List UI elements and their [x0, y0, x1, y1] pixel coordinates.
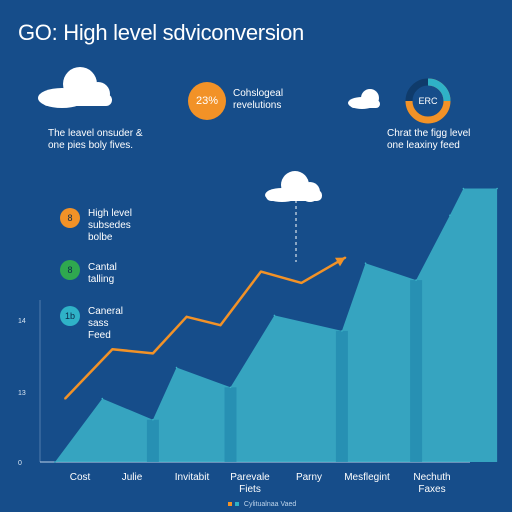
cloud-icon — [265, 171, 322, 202]
area-fold — [335, 330, 348, 462]
caption-line: one leaxiny feed — [387, 140, 460, 151]
page-title: GO: High level sdviconversion — [18, 20, 304, 45]
cloud-icon — [38, 67, 112, 108]
area-fold — [146, 419, 159, 462]
x-tick-label: Nechuth Faxes — [402, 472, 462, 496]
area-point — [273, 314, 276, 317]
area-point — [415, 279, 417, 281]
area-point — [364, 262, 367, 265]
percent-badge-label: 23% — [195, 95, 219, 107]
area-point — [496, 187, 498, 190]
x-tick-label-line: Faxes — [418, 484, 446, 495]
caption-line: Chrat the figg level — [387, 128, 471, 139]
area-point — [54, 461, 56, 463]
ring-chart-icon — [405, 78, 451, 124]
x-tick-label-line: Nechuth — [413, 472, 451, 483]
caption-line: The leavel onsuder & — [48, 128, 143, 139]
top-middle-caption: Cohslogeal revelutions — [233, 88, 283, 112]
area-fold — [410, 280, 423, 462]
legend-line: Caneral — [88, 306, 124, 317]
caption-line: one pies boly fives. — [48, 140, 134, 151]
trend-point — [259, 270, 262, 273]
legend-line: High level — [88, 208, 132, 219]
area-series — [55, 188, 498, 462]
legend-line: Feed — [88, 330, 111, 341]
footer-note: Cylitualnaa Vaed — [228, 501, 296, 509]
legend-line: bolbe — [88, 232, 113, 243]
x-tick-label: Mesflegint — [344, 472, 390, 483]
y-tick-label: 13 — [18, 390, 26, 397]
x-tick-label: Cost — [69, 472, 91, 483]
x-tick-label-line: Fiets — [239, 484, 261, 495]
area-point — [152, 418, 154, 421]
trend-point — [151, 352, 154, 355]
legend-badge: 8 — [60, 208, 80, 228]
y-tick-label: 0 — [18, 460, 22, 467]
trend-point — [300, 281, 303, 284]
area-point — [341, 330, 343, 332]
trend-point — [64, 397, 67, 400]
trend-line — [64, 256, 346, 400]
legend-badge: 1b — [60, 306, 80, 326]
trend-point — [111, 348, 114, 351]
x-tick-label: Invitabit — [174, 472, 210, 483]
x-tick-label: Julie — [121, 472, 143, 483]
y-tick-label: 14 — [18, 318, 26, 325]
top-right-caption: Chrat the figg level one leaxiny feed — [387, 128, 470, 152]
area-point — [462, 187, 465, 190]
swatch-icon — [234, 502, 239, 506]
legend-line: talling — [88, 274, 115, 285]
trend-point — [219, 324, 222, 327]
cloud-icon — [348, 89, 380, 109]
percent-badge — [188, 82, 226, 120]
legend-line: subsedes — [88, 220, 131, 231]
trend-point — [185, 315, 188, 318]
area-point — [101, 397, 104, 400]
legend-item: Cantal talling — [88, 262, 117, 286]
footer-note-text: Cylitualnaa Vaed — [243, 501, 297, 508]
caption-line: Cohslogeal — [233, 88, 284, 99]
area-fold — [224, 387, 237, 462]
trend-point — [344, 256, 347, 259]
x-tick-label: Parny — [295, 472, 323, 483]
area-point — [229, 386, 232, 389]
ring-label: ERC — [418, 96, 438, 106]
legend-item: High level subsedes bolbe — [88, 208, 132, 244]
x-tick-label: Parevale Fiets — [220, 472, 280, 496]
area-point — [449, 214, 451, 217]
top-left-caption: The leavel onsuder & one pies boly fives… — [48, 128, 143, 152]
x-tick-label-line: Parevale — [230, 472, 270, 483]
legend-badge: 8 — [60, 260, 80, 280]
legend-item: Caneral sass Feed — [88, 306, 123, 342]
area-point — [175, 366, 178, 369]
swatch-icon — [228, 502, 232, 506]
legend-line: Cantal — [88, 262, 117, 273]
trend-arrow-icon — [335, 257, 346, 267]
caption-line: revelutions — [233, 100, 282, 111]
legend-line: sass — [88, 318, 109, 329]
